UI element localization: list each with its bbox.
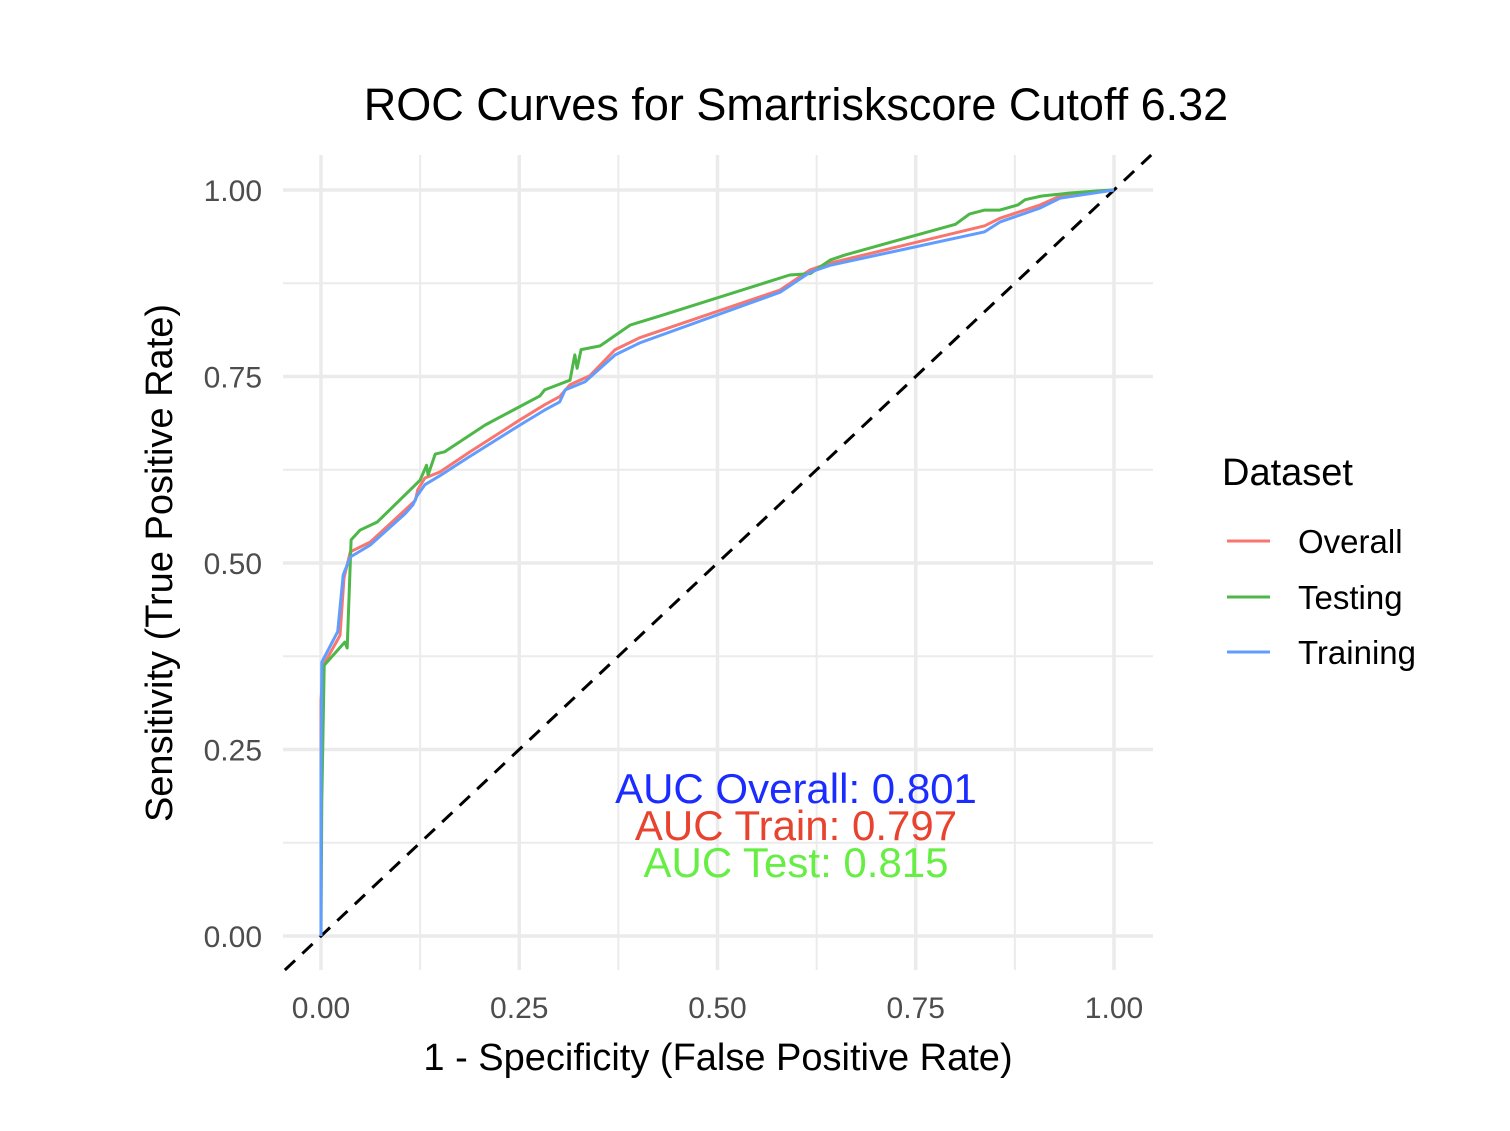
legend: Dataset Overall Testing Training [1222,452,1416,671]
chart-title: ROC Curves for Smartriskscore Cutoff 6.3… [364,79,1228,130]
legend-label: Training [1298,634,1416,671]
legend-title: Dataset [1222,452,1353,494]
roc-line-training [319,188,1115,936]
y-tick-label: 1.00 [204,175,262,208]
legend-label: Testing [1298,579,1403,616]
diagonal-reference-line [283,153,1153,972]
reference-line-group [283,153,1153,972]
auc-annotation: AUC Overall: 0.801 [615,765,977,812]
roc-line-testing [319,188,1115,937]
legend-item-testing: Testing [1227,579,1403,616]
legend-item-overall: Overall [1227,523,1403,560]
x-tick-label: 0.25 [490,992,548,1025]
y-tick-label: 0.25 [204,735,262,768]
y-tick-label: 0.00 [204,921,262,954]
series-lines [319,188,1115,937]
y-tick-label: 0.75 [204,362,262,395]
auc-annotation: AUC Test: 0.815 [643,839,948,886]
legend-label: Overall [1298,523,1403,560]
x-tick-label: 0.00 [292,992,350,1025]
y-tick-label: 0.50 [204,548,262,581]
x-tick-label: 0.50 [688,992,746,1025]
x-axis-label: 1 - Specificity (False Positive Rate) [423,1037,1012,1079]
auc-annotation: AUC Train: 0.797 [635,802,957,849]
y-axis-label: Sensitivity (True Positive Rate) [139,304,181,822]
x-tick-label: 0.75 [887,992,945,1025]
x-tick-label: 1.00 [1085,992,1143,1025]
legend-item-training: Training [1227,634,1416,671]
tick-labels: 0.00 0.25 0.50 0.75 1.00 0.00 0.25 0.50 0.75 1.00 [204,175,1144,1025]
